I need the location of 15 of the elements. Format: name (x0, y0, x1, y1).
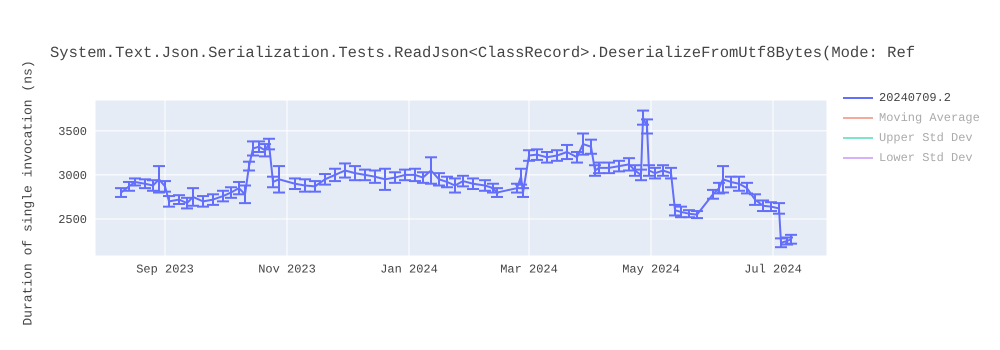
x-tick-label: Sep 2023 (136, 262, 194, 277)
legend-label: Moving Average (879, 110, 980, 127)
y-tick-label: 2500 (58, 213, 87, 228)
legend-label: 20240709.2 (879, 90, 952, 107)
x-tick-label: Jan 2024 (380, 262, 438, 277)
y-tick-label: 3000 (58, 169, 87, 184)
x-tick-label: Jul 2024 (744, 262, 802, 277)
x-tick-label: Nov 2023 (258, 262, 316, 277)
legend-label: Upper Std Dev (879, 130, 973, 147)
legend-label: Lower Std Dev (879, 150, 973, 167)
y-tick-label: 3500 (58, 125, 87, 140)
y-axis-title: Duration of single invocation (ns) (20, 60, 36, 326)
x-tick-label: Mar 2024 (500, 262, 558, 277)
x-tick-label: May 2024 (622, 262, 680, 277)
chart-title: System.Text.Json.Serialization.Tests.ReadJson<ClassRecord>.DeserializeFromUtf8Bytes(Mode: Ref (50, 44, 916, 62)
